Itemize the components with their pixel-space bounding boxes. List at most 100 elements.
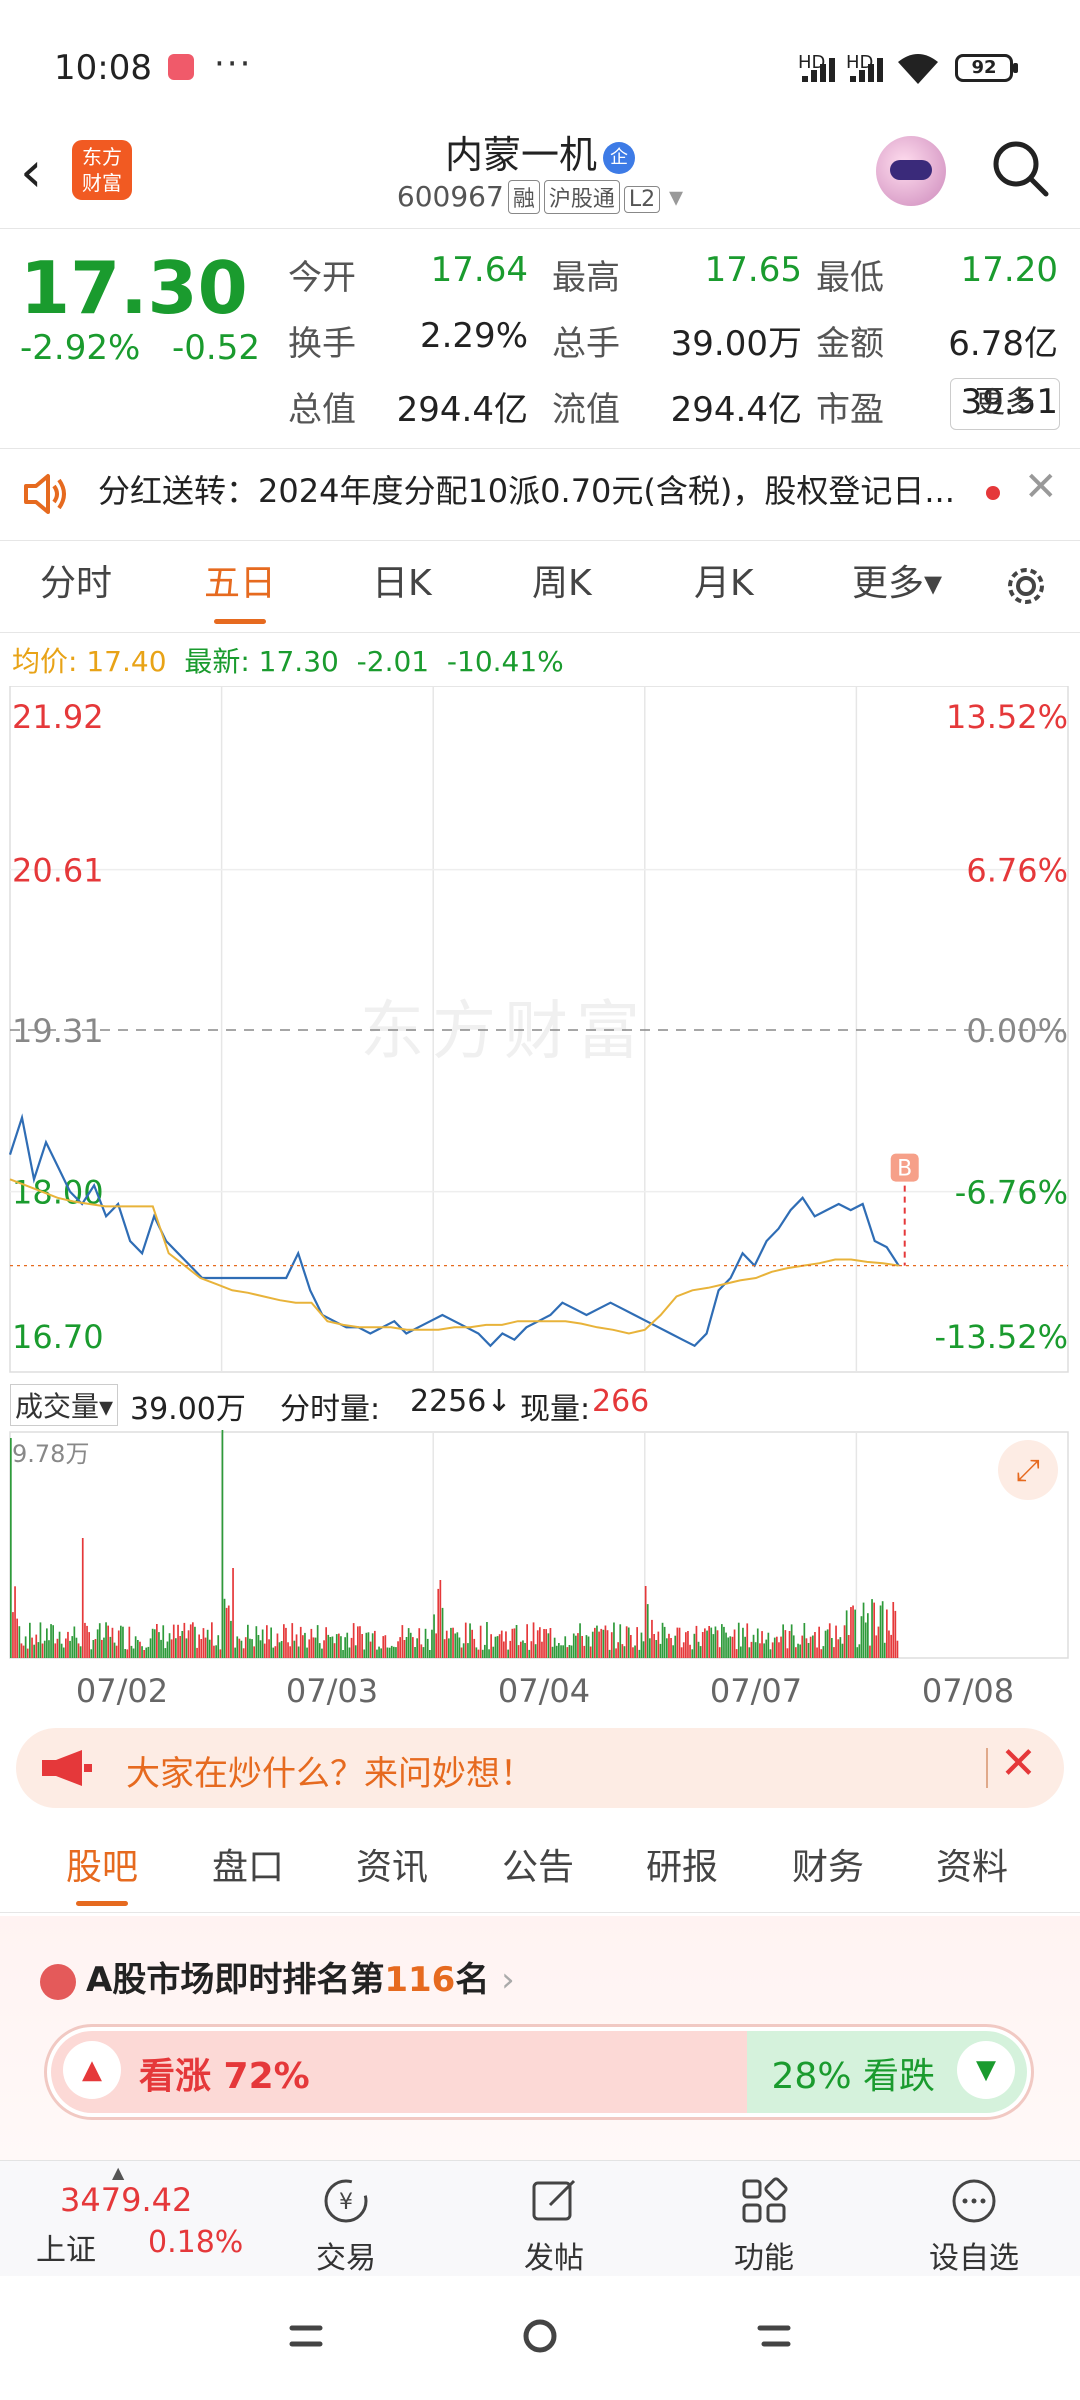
recent-apps-icon[interactable]: [286, 2316, 326, 2356]
info-tab[interactable]: 资讯: [356, 1847, 429, 1888]
quote-label: 最低: [816, 258, 884, 298]
chart-tab[interactable]: 分时: [40, 563, 113, 604]
status-bar: 10:08 ··· HD HD 92: [0, 0, 1080, 120]
tag-connect: 沪股通: [543, 180, 620, 214]
rank-prefix: A股市场即时排名第: [86, 1960, 385, 2000]
more-circle-icon: [952, 2179, 996, 2223]
svg-text:¥: ¥: [339, 2190, 353, 2215]
nav-add-watchlist-label: 设自选: [929, 2241, 1019, 2276]
stock-header: ‹ 东方 财富 内蒙一机企 600967 融沪股通 L2 ▾: [0, 120, 1080, 230]
quote-value: 17.65: [704, 250, 802, 290]
more-notifications-icon: ···: [214, 44, 253, 84]
volume-chart[interactable]: 9.78万 07/02 07/03 07/04 07/07 07/08 ⤢: [0, 1424, 1080, 1724]
change-amount: -0.52: [172, 328, 260, 368]
volume-selector[interactable]: 成交量▾: [10, 1384, 119, 1426]
unread-dot: [986, 486, 1000, 500]
index-ticker[interactable]: ▲ 3479.42 上证 0.18%: [0, 2161, 243, 2277]
info-tab[interactable]: 资料: [936, 1847, 1009, 1888]
bullish-label: 看涨 72%: [139, 2056, 310, 2097]
chart-tab[interactable]: 月K: [694, 563, 754, 604]
edit-icon: [532, 2179, 576, 2221]
sentiment-bar: ▲ 看涨 72% 28% 看跌 ▼: [44, 2024, 1034, 2120]
chart-settings-gear-icon[interactable]: [1000, 560, 1052, 612]
dividend-notice[interactable]: 分红送转：2024年度分配10派0.70元(含税)，股权登记日... ✕: [0, 448, 1080, 540]
index-percent: 0.18%: [148, 2225, 244, 2260]
quote-label: 总手: [552, 324, 620, 364]
expand-chart-button[interactable]: [998, 1440, 1058, 1500]
buy-marker-text: B: [897, 1157, 912, 1182]
eastmoney-logo[interactable]: 东方 财富: [72, 140, 132, 200]
nav-functions-label: 功能: [734, 2241, 794, 2276]
min-volume-label: 分时量:: [280, 1392, 381, 1427]
home-icon[interactable]: [520, 2316, 560, 2356]
more-quote-button[interactable]: 更多: [950, 378, 1060, 430]
chart-tabs: 分时 五日 日K 周K 月K 更多▾: [0, 552, 1080, 636]
quote-value: 39.00万: [670, 324, 802, 364]
chart-tab[interactable]: 周K: [532, 563, 592, 604]
latest-label: 最新:: [184, 645, 250, 678]
index-value: 3479.42: [60, 2181, 193, 2219]
system-nav-bar: [0, 2276, 1080, 2400]
dropdown-caret-icon: ▾: [669, 180, 684, 213]
quote-value: 17.20: [960, 250, 1058, 290]
quote-label: 市盈: [816, 390, 884, 430]
info-tab[interactable]: 股吧: [66, 1838, 138, 1906]
quote-value: 39.51: [960, 382, 1058, 422]
bullish-fill: [51, 2031, 760, 2113]
five-day-price-chart[interactable]: 21.9220.6119.3118.0016.7013.52%6.76%0.00…: [0, 686, 1080, 1376]
chart-tab[interactable]: 日K: [372, 563, 432, 604]
info-tab[interactable]: 盘口: [212, 1847, 285, 1888]
stock-subtitle[interactable]: 600967 融沪股通 L2 ▾: [0, 180, 1080, 214]
vote-up-button[interactable]: ▲: [63, 2041, 121, 2099]
nav-add-watchlist[interactable]: 设自选: [904, 2175, 1044, 2277]
y-left-tick: 21.92: [12, 698, 104, 736]
sentiment-section: A股市场即时排名第116名 › ▲ 看涨 72% 28% 看跌 ▼: [0, 1916, 1080, 2160]
quote-label: 流值: [552, 390, 620, 430]
ai-assistant-icon[interactable]: [876, 136, 946, 206]
nav-functions[interactable]: 功能: [694, 2175, 834, 2277]
current-volume: 266: [592, 1384, 650, 1419]
chart-frame: [9, 686, 1069, 1373]
info-tab[interactable]: 公告: [502, 1847, 575, 1888]
notice-text: 分红送转：2024年度分配10派0.70元(含税)，股权登记日...: [98, 472, 955, 510]
market-rank[interactable]: A股市场即时排名第116名 ›: [40, 1952, 515, 2001]
info-tabs: 股吧 盘口 资讯 公告 研报 财务 资料: [0, 1838, 1080, 1914]
search-icon[interactable]: [988, 136, 1052, 200]
separator: [986, 1748, 988, 1788]
rank-number: 116: [384, 1960, 456, 2000]
chart-tab[interactable]: 更多▾: [852, 563, 943, 604]
quote-label: 最高: [552, 258, 620, 298]
buy-marker-icon[interactable]: [890, 1153, 919, 1182]
info-tab[interactable]: 研报: [646, 1847, 719, 1888]
expand-icon: ⤢: [1016, 1453, 1040, 1488]
latest-change: -2.01: [356, 645, 430, 678]
index-name: 上证: [36, 2233, 96, 2268]
min-volume: 2256↓: [410, 1384, 512, 1419]
back-nav-icon[interactable]: [754, 2316, 794, 2356]
wifi-icon: [898, 54, 938, 84]
watermark: 东方财富: [360, 995, 648, 1069]
info-tab[interactable]: 财务: [792, 1847, 865, 1888]
latest-percent: -10.41%: [446, 645, 564, 678]
shop-notification-icon: [168, 54, 194, 80]
back-button[interactable]: ‹: [20, 140, 43, 205]
avg-price: 17.40: [86, 645, 167, 678]
signal-icon-1: [802, 58, 836, 82]
close-banner-icon[interactable]: ✕: [1000, 1738, 1037, 1789]
nav-trade[interactable]: ¥ 交易: [276, 2175, 416, 2277]
ask-ai-banner[interactable]: 大家在炒什么？来问妙想！ ✕: [16, 1728, 1064, 1808]
volume-max-label: 9.78万: [12, 1440, 89, 1468]
y-right-tick: 13.52%: [946, 698, 1068, 736]
quote-label: 总值: [288, 390, 356, 430]
chart-tab[interactable]: 五日: [204, 552, 276, 624]
megaphone-icon: [42, 1750, 92, 1786]
vote-down-button[interactable]: ▼: [957, 2041, 1015, 2099]
bottom-nav: ▲ 3479.42 上证 0.18% ¥ 交易 发帖 功能 设自选: [0, 2160, 1080, 2277]
ask-ai-text: 大家在炒什么？来问妙想！: [126, 1754, 534, 1794]
trade-icon: ¥: [324, 2179, 368, 2223]
nav-post[interactable]: 发帖: [484, 2175, 624, 2277]
clock: 10:08: [54, 48, 152, 88]
close-notice-icon[interactable]: ✕: [1024, 464, 1058, 510]
stock-title: 内蒙一机企: [0, 124, 1080, 179]
x-axis-label: 07/04: [498, 1672, 590, 1710]
